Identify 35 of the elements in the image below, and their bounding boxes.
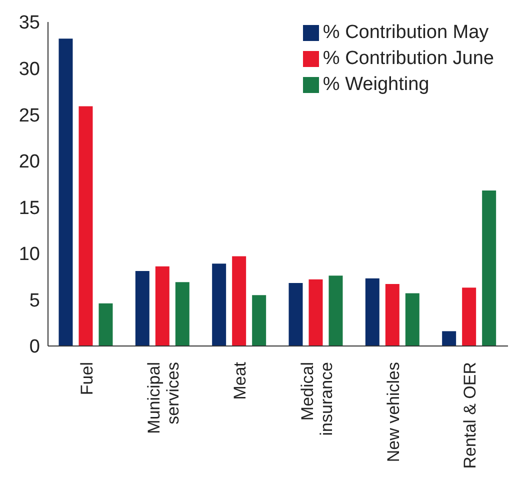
- y-tick-label: 35: [18, 12, 40, 34]
- y-tick-label: 15: [18, 198, 40, 219]
- bar: [232, 256, 246, 346]
- y-tick-label: 30: [18, 59, 40, 80]
- y-tick-label: 10: [18, 244, 40, 266]
- bar: [135, 271, 150, 346]
- x-tick-label: Rental & OER: [460, 362, 480, 469]
- bar: [462, 288, 476, 346]
- bar: [252, 295, 266, 346]
- legend-label: % Weighting: [322, 74, 430, 95]
- x-tick-label: Municipal services: [144, 362, 182, 434]
- x-tick-label: Fuel: [77, 362, 96, 396]
- bar: [442, 331, 456, 346]
- bar: [365, 278, 380, 346]
- bar: [98, 303, 113, 346]
- bar: [78, 106, 93, 346]
- bar: [328, 276, 343, 346]
- y-tick-label: 20: [18, 152, 40, 173]
- bar: [288, 283, 303, 346]
- y-tick-label: 0: [29, 336, 40, 358]
- legend-label: % Contribution June: [322, 48, 494, 69]
- x-tick-label: New vehicles: [384, 362, 403, 462]
- bar: [405, 293, 420, 346]
- bar: [58, 38, 73, 346]
- bar: [155, 266, 170, 346]
- bar: [212, 264, 226, 346]
- x-tick-label: Meat: [230, 362, 250, 400]
- bar: [385, 284, 400, 346]
- legend-label: % Contribution May: [322, 22, 489, 43]
- bar: [308, 279, 323, 346]
- bar: [482, 190, 496, 346]
- y-tick-label: 25: [18, 105, 40, 126]
- x-tick-label: Medical insurance: [298, 362, 336, 436]
- bar: [175, 282, 190, 346]
- y-tick-label: 5: [29, 290, 40, 312]
